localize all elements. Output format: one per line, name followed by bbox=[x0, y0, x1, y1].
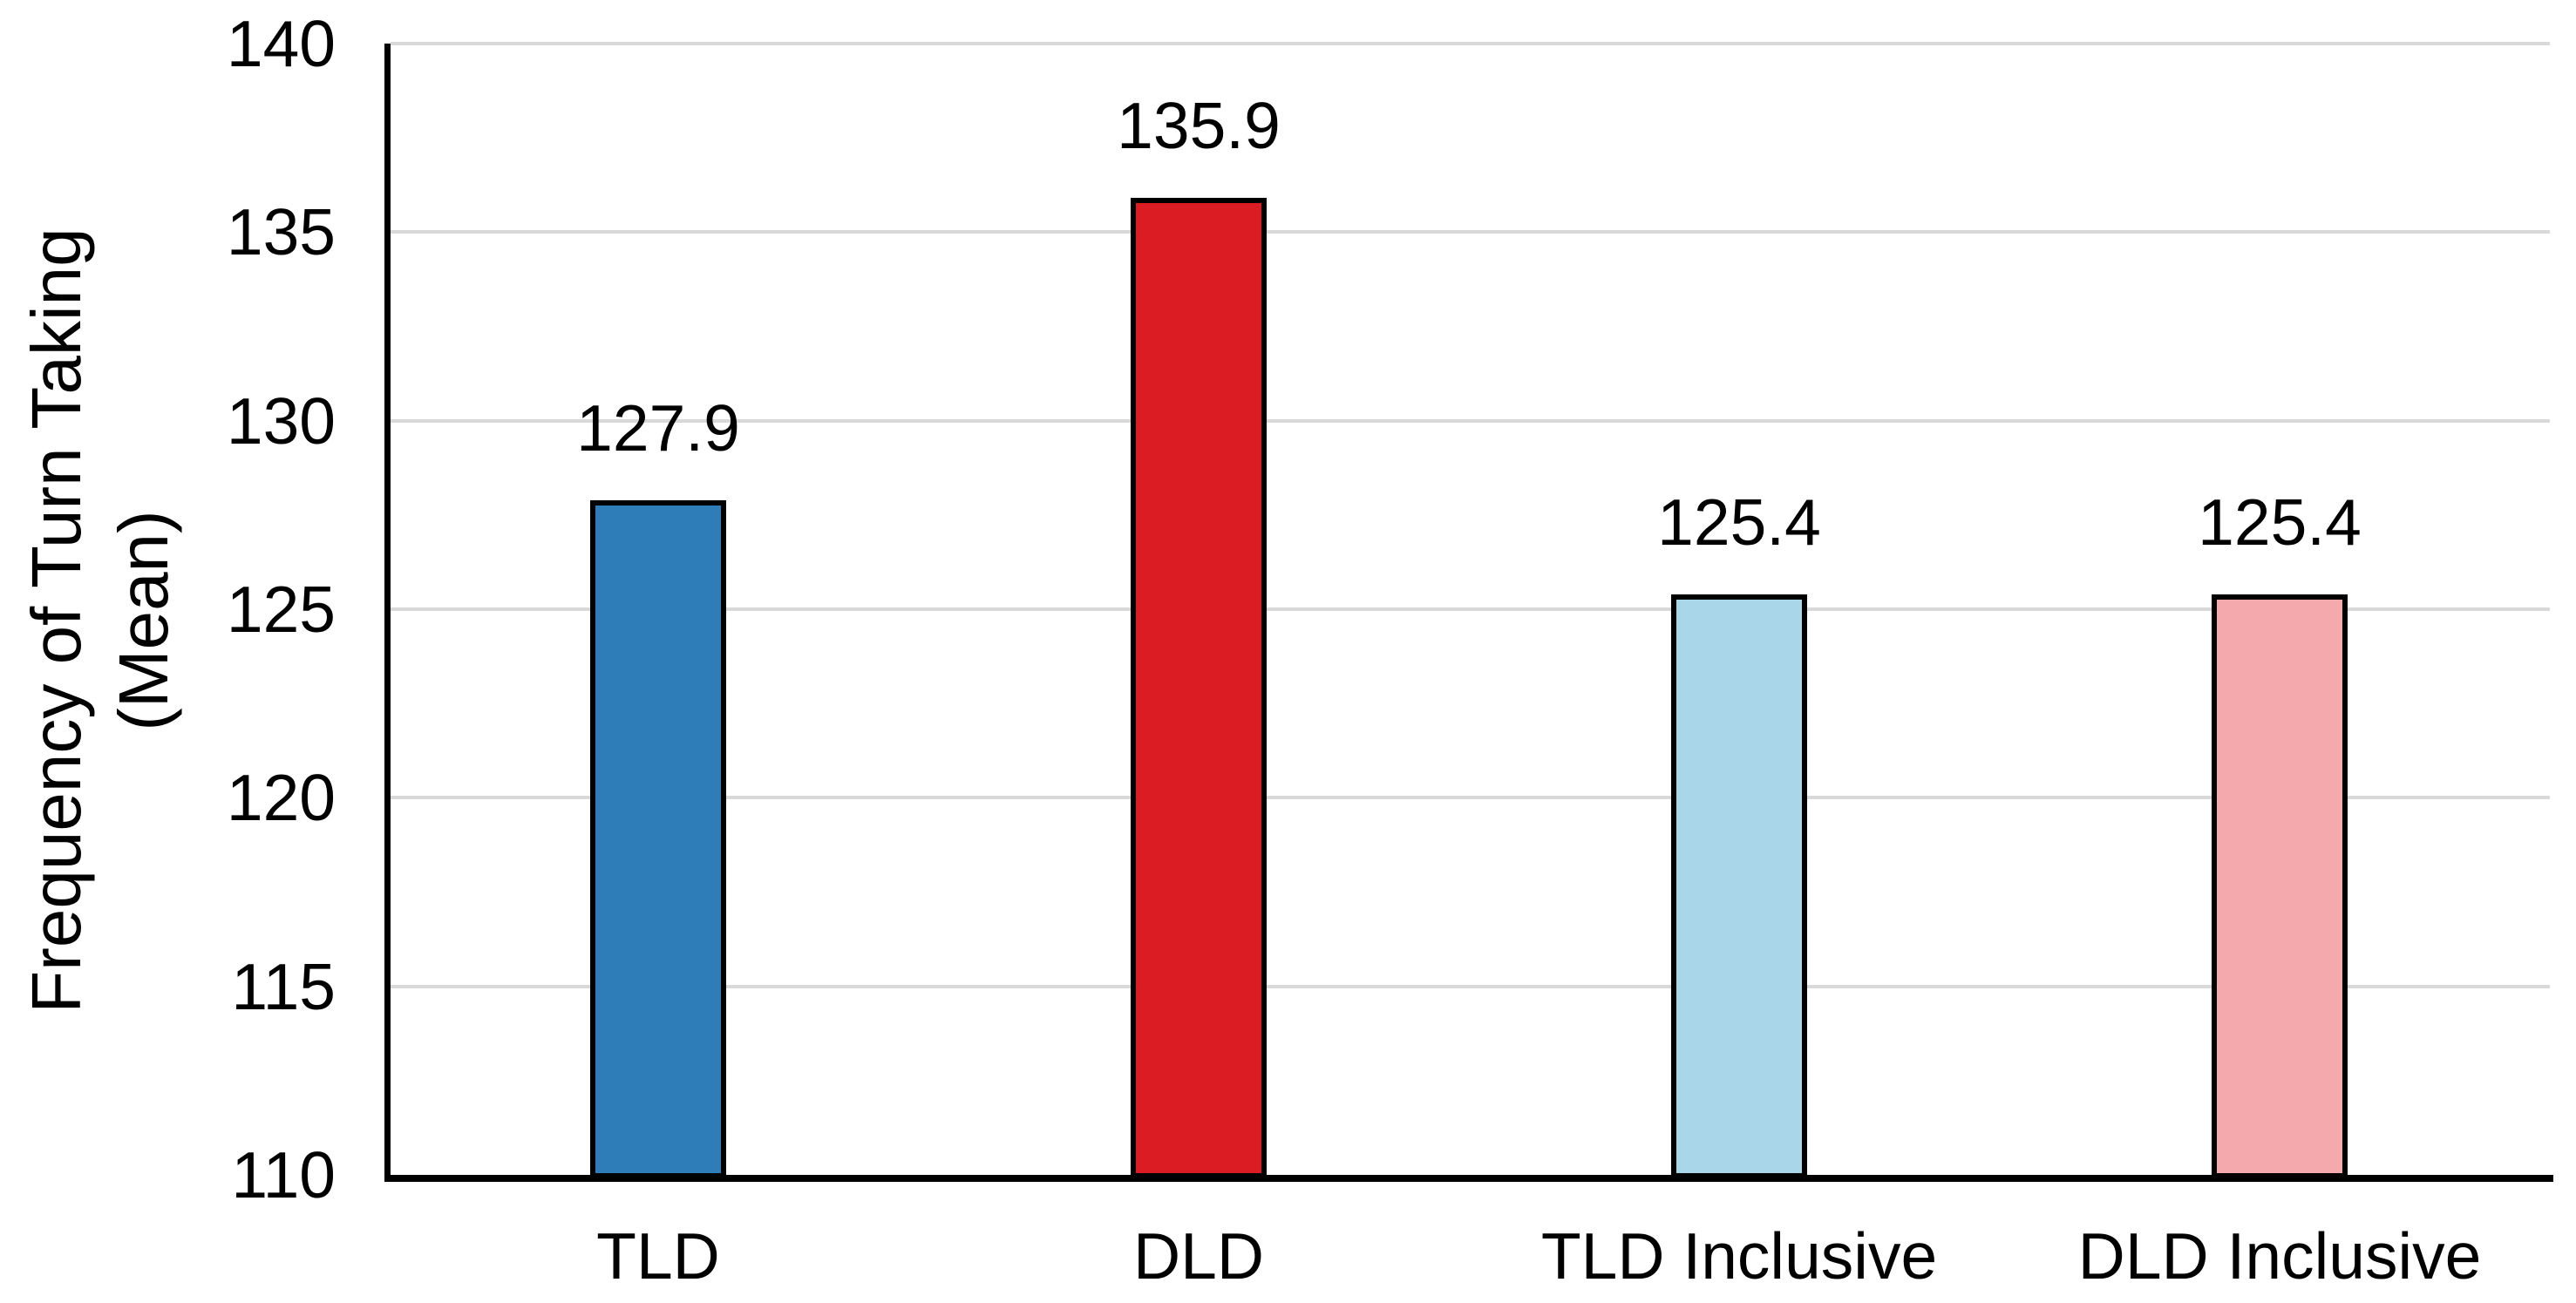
x-tick-label-tld: TLD bbox=[596, 1219, 720, 1293]
gridline-y-115 bbox=[391, 985, 2550, 988]
gridline-y-130 bbox=[391, 419, 2550, 423]
y-tick-label-130: 130 bbox=[226, 384, 336, 458]
bar-dld bbox=[1131, 198, 1267, 1178]
gridline-y-135 bbox=[391, 230, 2550, 234]
y-tick-label-115: 115 bbox=[231, 950, 336, 1023]
gridline-y-120 bbox=[391, 796, 2550, 799]
y-axis-line bbox=[384, 44, 391, 1182]
x-axis-line bbox=[384, 1175, 2553, 1182]
bar-value-label-dld: 135.9 bbox=[1117, 89, 1281, 162]
x-tick-label-tld-inclusive: TLD Inclusive bbox=[1540, 1219, 1938, 1293]
y-tick-label-120: 120 bbox=[226, 761, 336, 834]
x-tick-label-dld: DLD bbox=[1132, 1219, 1265, 1293]
gridline-y-125 bbox=[391, 607, 2550, 611]
x-tick-label-dld-inclusive: DLD Inclusive bbox=[2077, 1219, 2482, 1293]
bar-dld-inclusive bbox=[2212, 594, 2348, 1178]
bar-tld-inclusive bbox=[1671, 594, 1807, 1178]
bar-tld bbox=[590, 500, 726, 1178]
bar-value-label-tld: 127.9 bbox=[576, 391, 740, 465]
gridline-y-140 bbox=[391, 42, 2550, 45]
y-tick-label-110: 110 bbox=[231, 1138, 336, 1211]
y-tick-label-140: 140 bbox=[226, 7, 336, 80]
bar-value-label-tld-inclusive: 125.4 bbox=[1657, 485, 1821, 559]
y-tick-label-135: 135 bbox=[226, 195, 336, 268]
y-tick-label-125: 125 bbox=[226, 573, 336, 646]
bar-value-label-dld-inclusive: 125.4 bbox=[2198, 485, 2362, 559]
